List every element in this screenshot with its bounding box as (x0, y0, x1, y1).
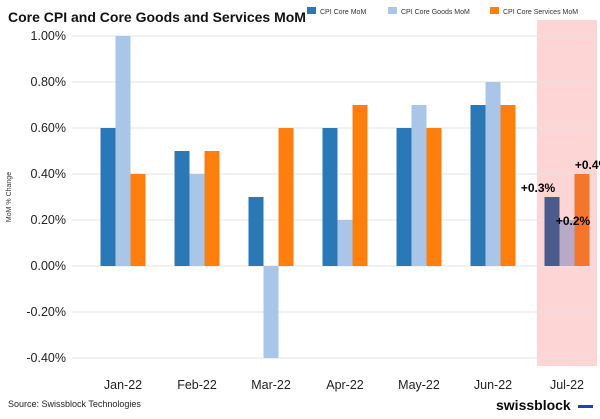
bar-cpi-core-mom (100, 128, 116, 266)
y-tick-label: 0.20% (31, 213, 66, 227)
x-tick-label: Jul-22 (550, 378, 584, 392)
annotation-label: +0.3% (521, 181, 556, 195)
y-tick-label: 0.00% (31, 259, 66, 273)
bar-cpi-core-goods-mom (263, 266, 279, 358)
x-tick-label: Jun-22 (474, 378, 512, 392)
chart-title: Core CPI and Core Goods and Services MoM (8, 9, 306, 25)
x-tick-label: Mar-22 (251, 378, 291, 392)
bar-cpi-core-mom (396, 128, 412, 266)
y-tick-label: 0.60% (31, 121, 66, 135)
legend-label-cpi-core-goods: CPI Core Goods MoM (401, 9, 470, 16)
legend: CPI Core MoM CPI Core Goods MoM CPI Core… (307, 7, 578, 16)
bar-cpi-core-mom (544, 197, 560, 266)
x-tick-label: Apr-22 (326, 378, 364, 392)
source-note: Source: Swissblock Technologies (8, 399, 141, 409)
bar-cpi-core-goods-mom (559, 220, 575, 266)
brand-underline-icon (578, 405, 593, 408)
bar-cpi-core-goods-mom (337, 220, 353, 266)
legend-label-cpi-core: CPI Core MoM (320, 9, 366, 16)
y-tick-label: 0.40% (31, 167, 66, 181)
bar-cpi-core-mom (322, 128, 338, 266)
y-tick-label: -0.20% (26, 305, 66, 319)
x-tick-label: Jan-22 (104, 378, 142, 392)
bar-cpi-core-services-mom (204, 151, 220, 266)
brand-logo: swissblock (496, 397, 593, 413)
bar-cpi-core-mom (248, 197, 264, 266)
x-tick-label: Feb-22 (177, 378, 217, 392)
y-tick-label: 1.00% (31, 29, 66, 43)
bar-cpi-core-services-mom (130, 174, 146, 266)
bar-cpi-core-services-mom (574, 174, 590, 266)
bar-cpi-core-services-mom (500, 105, 516, 266)
y-axis: -0.40% -0.20% 0.00% 0.20% 0.40% 0.60% 0.80% 1.0… (26, 29, 66, 365)
bar-cpi-core-goods-mom (115, 36, 131, 266)
bar-cpi-core-mom (470, 105, 486, 266)
bar-cpi-core-mom (174, 151, 190, 266)
legend-swatch-cpi-core (307, 7, 316, 14)
legend-label-cpi-core-services: CPI Core Services MoM (503, 9, 578, 16)
y-axis-label: MoM % Change (6, 172, 13, 222)
y-tick-label: 0.80% (31, 75, 66, 89)
legend-swatch-cpi-core-services (490, 7, 499, 14)
annotation-label: +0.2% (556, 214, 591, 228)
x-axis: Jan-22 Feb-22 Mar-22 Apr-22 May-22 Jun-22 Jul-… (104, 378, 584, 392)
bar-cpi-core-goods-mom (411, 105, 427, 266)
brand-name: swissblock (496, 397, 571, 413)
bar-cpi-core-services-mom (352, 105, 368, 266)
bar-cpi-core-goods-mom (485, 82, 501, 266)
bar-cpi-core-services-mom (278, 128, 294, 266)
legend-swatch-cpi-core-goods (388, 7, 397, 14)
bar-cpi-core-goods-mom (189, 174, 205, 266)
annotation-label: +0.4% (575, 158, 600, 172)
bar-cpi-core-services-mom (426, 128, 442, 266)
x-tick-label: May-22 (398, 378, 440, 392)
y-tick-label: -0.40% (26, 351, 66, 365)
